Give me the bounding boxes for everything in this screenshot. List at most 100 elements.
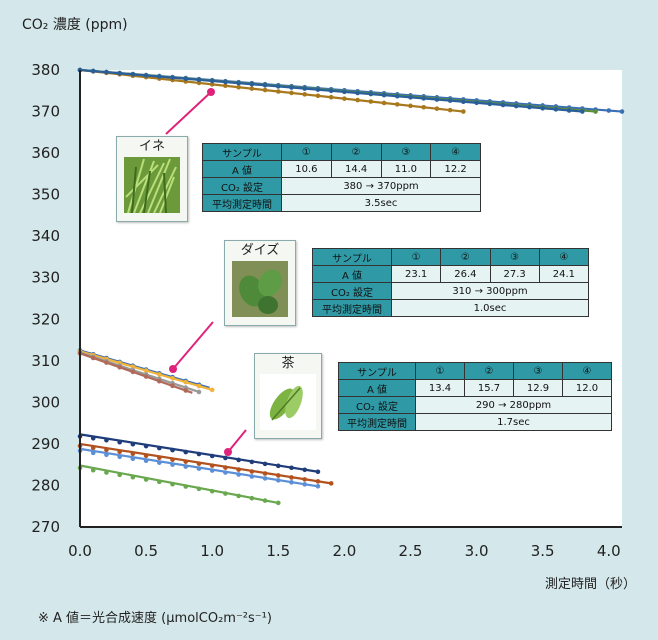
- data-point: [315, 87, 321, 92]
- data-point: [500, 102, 506, 108]
- daizu-header-sample: サンプル: [312, 248, 392, 266]
- data-point: [236, 467, 241, 472]
- data-point: [355, 97, 360, 103]
- ine-co2-value: 380 → 370ppm: [281, 177, 481, 195]
- data-point: [540, 105, 545, 111]
- data-point: [143, 477, 149, 482]
- data-point: [302, 467, 308, 473]
- data-point: [143, 453, 149, 459]
- ine-a-value: 14.4: [330, 160, 382, 178]
- data-point: [117, 449, 122, 455]
- data-point: [302, 86, 308, 91]
- data-point: [394, 93, 400, 99]
- daizu-table: サンプル ① ② ③ ④ A 値 23.1 26.4 27.3 24.1 CO₂…: [312, 248, 590, 317]
- data-point: [209, 468, 215, 473]
- data-point: [117, 454, 122, 460]
- data-point: [209, 78, 215, 84]
- y-axis-title: CO₂ 濃度 (ppm): [22, 17, 128, 33]
- data-point: [580, 109, 585, 114]
- data-point: [421, 104, 427, 110]
- series-path: [79, 464, 279, 504]
- data-point: [170, 447, 175, 453]
- ine-time-value: 3.5sec: [281, 194, 481, 212]
- data-point: [553, 107, 559, 112]
- data-point: [183, 379, 189, 385]
- data-point: [606, 108, 612, 113]
- data-point: [143, 73, 149, 78]
- data-point: [249, 474, 255, 479]
- data-point: [302, 92, 308, 97]
- data-point: [157, 479, 162, 485]
- y-tick-label: 280: [31, 476, 60, 494]
- data-point: [527, 104, 532, 110]
- series-line: [77, 67, 585, 114]
- data-point: [117, 364, 122, 370]
- daizu-co2-value: 310 → 300ppm: [391, 282, 589, 300]
- cha-header-2: ②: [464, 362, 514, 380]
- data-point: [170, 75, 175, 80]
- data-point: [381, 92, 387, 98]
- data-point: [249, 459, 255, 465]
- data-point: [289, 465, 294, 471]
- daizu-pointer-line: [172, 321, 214, 370]
- data-point: [157, 378, 162, 384]
- rice-leaves-image: [124, 157, 180, 213]
- data-point: [315, 93, 321, 99]
- data-point: [262, 461, 268, 467]
- tea-leaves-image: [260, 374, 316, 430]
- data-point: [90, 450, 96, 456]
- data-point: [275, 463, 281, 469]
- ine-header-2: ②: [330, 143, 382, 161]
- cha-card-label: 茶: [281, 356, 295, 371]
- data-point: [157, 455, 162, 461]
- daizu-time-value: 1.0sec: [391, 299, 589, 317]
- data-point: [209, 387, 215, 393]
- data-point: [223, 83, 228, 89]
- data-point: [196, 389, 202, 395]
- ine-header-1: ①: [281, 143, 332, 161]
- data-point: [236, 457, 241, 463]
- data-point: [275, 478, 281, 483]
- daizu-header-3: ③: [489, 248, 540, 266]
- data-point: [90, 435, 96, 441]
- data-point: [275, 473, 281, 478]
- data-point: [223, 491, 228, 496]
- daizu-header-2: ②: [440, 248, 491, 266]
- data-point: [368, 91, 374, 97]
- data-point: [302, 482, 308, 487]
- data-point: [447, 107, 453, 113]
- x-tick-label: 3.5: [531, 542, 555, 560]
- data-point: [130, 441, 136, 447]
- data-point: [130, 369, 136, 375]
- series-path: [79, 351, 200, 394]
- series-line: [77, 447, 321, 489]
- data-point: [130, 456, 136, 462]
- data-point: [157, 460, 162, 465]
- ine-header-4: ④: [430, 143, 481, 161]
- daizu-a-label: A 値: [312, 265, 392, 283]
- data-point: [262, 498, 268, 503]
- daizu-pointer-dot: [169, 365, 177, 373]
- data-point: [421, 96, 427, 101]
- cha-time-label: 平均測定時間: [338, 413, 416, 431]
- cha-pointer-dot: [224, 448, 232, 456]
- series-line: [77, 442, 334, 486]
- data-point: [223, 465, 228, 470]
- data-point: [170, 376, 175, 381]
- daizu-photo-card: ダイズ: [224, 240, 296, 326]
- data-point: [157, 372, 162, 377]
- ine-header-3: ③: [380, 143, 432, 161]
- data-point: [302, 477, 308, 482]
- data-point: [157, 445, 162, 451]
- data-point: [90, 68, 96, 74]
- ine-table: サンプル ① ② ③ ④ A 値 10.6 14.4 11.0 12.2 CO₂…: [202, 143, 481, 212]
- cha-header-3: ③: [513, 362, 563, 380]
- data-point: [408, 103, 413, 109]
- soybean-leaves-image: [232, 261, 288, 317]
- data-point: [183, 464, 189, 469]
- cha-time-value: 1.7sec: [415, 413, 612, 431]
- data-point: [196, 383, 202, 389]
- data-point: [223, 470, 228, 475]
- data-point: [130, 451, 136, 457]
- data-point: [90, 355, 96, 361]
